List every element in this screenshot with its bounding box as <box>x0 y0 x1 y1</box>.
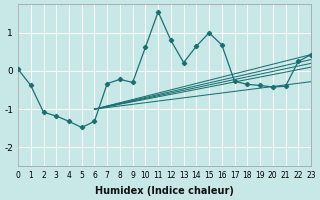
X-axis label: Humidex (Indice chaleur): Humidex (Indice chaleur) <box>95 186 234 196</box>
